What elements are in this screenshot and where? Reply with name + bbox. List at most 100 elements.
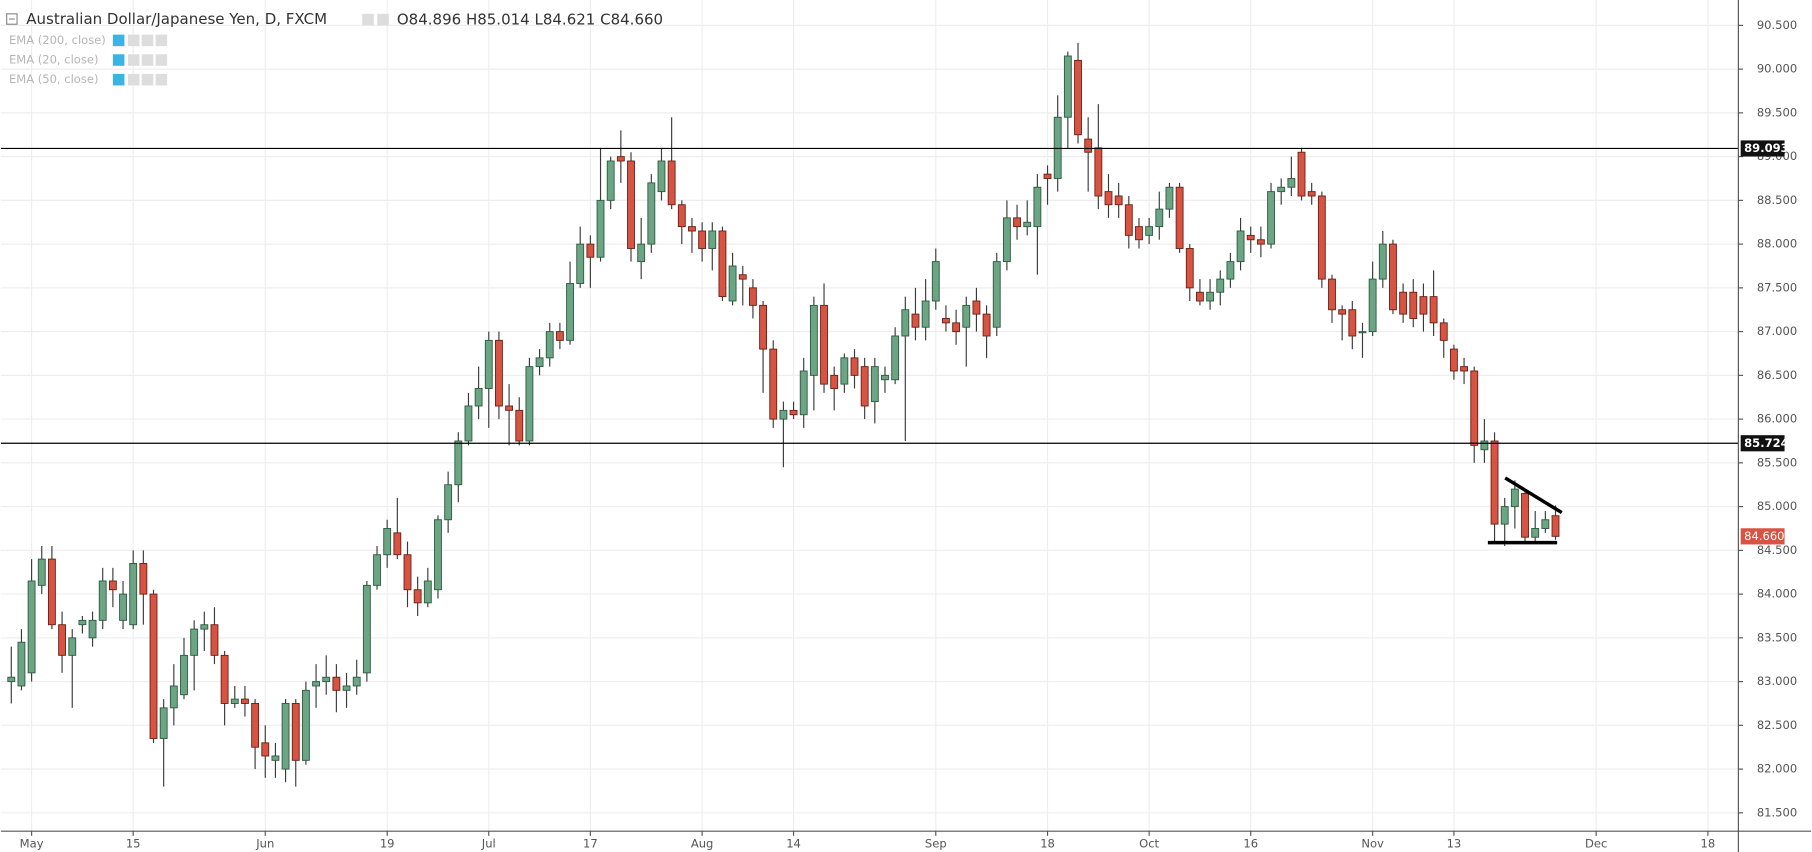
candle-body bbox=[27, 580, 36, 674]
candle-body bbox=[1541, 519, 1550, 529]
candle-body bbox=[657, 160, 666, 193]
candle-body bbox=[322, 676, 331, 683]
indicator-icon[interactable] bbox=[127, 73, 140, 86]
candle-body bbox=[271, 755, 280, 761]
candle-body bbox=[383, 528, 392, 556]
indicator-icon[interactable] bbox=[127, 34, 140, 47]
legend: Australian Dollar/Japanese Yen, D, FXCM … bbox=[6, 10, 663, 28]
visibility-icon[interactable] bbox=[112, 54, 125, 66]
indicator-label: EMA (50, close) bbox=[9, 72, 99, 86]
indicator-icon[interactable] bbox=[127, 54, 140, 66]
candle-body bbox=[1145, 226, 1154, 236]
candle-body bbox=[616, 156, 625, 162]
ohlc-values: O84.896 H85.014 L84.621 C84.660 bbox=[397, 10, 663, 28]
candle-body bbox=[1277, 186, 1286, 193]
candle-body bbox=[1104, 191, 1113, 206]
candle-body bbox=[1358, 331, 1367, 334]
candle-body bbox=[312, 681, 320, 687]
candle-body bbox=[454, 440, 463, 486]
y-tick-label: 82.000 bbox=[1757, 762, 1797, 776]
x-tick-label: Sep bbox=[925, 836, 947, 850]
x-tick-label: 18 bbox=[1701, 836, 1716, 850]
candle-body bbox=[1094, 147, 1103, 197]
candle-body bbox=[444, 484, 453, 521]
visibility-icon[interactable] bbox=[112, 73, 125, 86]
y-tick-label: 88.500 bbox=[1757, 193, 1797, 207]
candle-body bbox=[1155, 208, 1164, 228]
x-tick-label: 17 bbox=[583, 836, 598, 850]
candle-body bbox=[1226, 261, 1235, 280]
x-tick-label: 14 bbox=[786, 836, 801, 850]
candle-body bbox=[68, 637, 77, 656]
candle-body bbox=[230, 698, 239, 704]
candle-body bbox=[1043, 173, 1052, 179]
indicator-icon[interactable] bbox=[141, 73, 154, 86]
candle-body bbox=[667, 160, 676, 206]
indicator-icon[interactable] bbox=[155, 73, 168, 86]
candle-body bbox=[1307, 191, 1316, 197]
candle-body bbox=[606, 160, 615, 201]
candle-body bbox=[200, 624, 209, 630]
last-price-box bbox=[1740, 528, 1785, 545]
settings-icon[interactable] bbox=[362, 13, 374, 26]
x-tick-label: Dec bbox=[1585, 836, 1607, 850]
x-tick-label: Aug bbox=[691, 836, 714, 850]
candle-body bbox=[505, 405, 514, 411]
candle-body bbox=[373, 554, 381, 586]
x-tick-label: May bbox=[20, 836, 44, 850]
close-value: C84.660 bbox=[600, 10, 663, 28]
visibility-icon[interactable] bbox=[112, 34, 125, 47]
candle-body bbox=[1063, 55, 1072, 118]
candle-body bbox=[982, 313, 991, 337]
indicator-icon[interactable] bbox=[141, 34, 154, 47]
settings-icon[interactable] bbox=[377, 13, 389, 26]
candle-body bbox=[393, 532, 402, 556]
y-tick-label: 85.500 bbox=[1757, 455, 1797, 469]
candle-body bbox=[342, 685, 351, 691]
candle-body bbox=[1287, 178, 1296, 188]
candle-body bbox=[1267, 191, 1275, 245]
y-tick-label: 84.000 bbox=[1757, 587, 1797, 601]
candle-body bbox=[1521, 493, 1529, 538]
candle-body bbox=[1460, 366, 1468, 372]
candle-body bbox=[931, 261, 940, 302]
candle-body bbox=[677, 204, 686, 228]
collapse-icon[interactable] bbox=[6, 13, 18, 25]
candle-body bbox=[332, 676, 341, 691]
candle-body bbox=[596, 199, 605, 258]
candle-body bbox=[484, 339, 493, 389]
candle-body bbox=[1531, 528, 1540, 538]
candle-body bbox=[1338, 309, 1347, 315]
candle-body bbox=[159, 707, 168, 739]
candle-body bbox=[301, 689, 310, 761]
candle-body bbox=[769, 348, 778, 420]
candle-body bbox=[1074, 59, 1082, 136]
x-tick-label: 16 bbox=[1243, 836, 1258, 850]
candle-body bbox=[1246, 234, 1255, 241]
candle-body bbox=[881, 374, 889, 381]
candle-body bbox=[241, 698, 249, 704]
candle-body bbox=[789, 409, 798, 416]
candle-body bbox=[1551, 515, 1560, 537]
indicator-icon[interactable] bbox=[155, 34, 168, 47]
candle-body bbox=[47, 558, 56, 626]
candle-body bbox=[1490, 440, 1499, 525]
candle-body bbox=[972, 300, 981, 315]
y-tick-label: 81.500 bbox=[1757, 805, 1797, 819]
candle-body bbox=[637, 243, 646, 263]
indicator-icon[interactable] bbox=[155, 54, 168, 66]
indicator-icon[interactable] bbox=[141, 54, 154, 66]
drawings bbox=[1487, 476, 1563, 545]
candle-body bbox=[474, 388, 483, 407]
candle-body bbox=[291, 703, 300, 761]
candle-body bbox=[495, 339, 503, 407]
candle-body bbox=[1480, 440, 1489, 451]
y-tick-label: 87.500 bbox=[1757, 280, 1797, 294]
candle-body bbox=[98, 580, 107, 621]
plot bbox=[0, 42, 1739, 787]
x-tick-label: Oct bbox=[1139, 836, 1159, 850]
trend-line[interactable] bbox=[1504, 476, 1563, 515]
candle-body bbox=[555, 331, 564, 341]
y-tick-label: 89.500 bbox=[1757, 105, 1797, 119]
candle-body bbox=[1206, 291, 1215, 302]
